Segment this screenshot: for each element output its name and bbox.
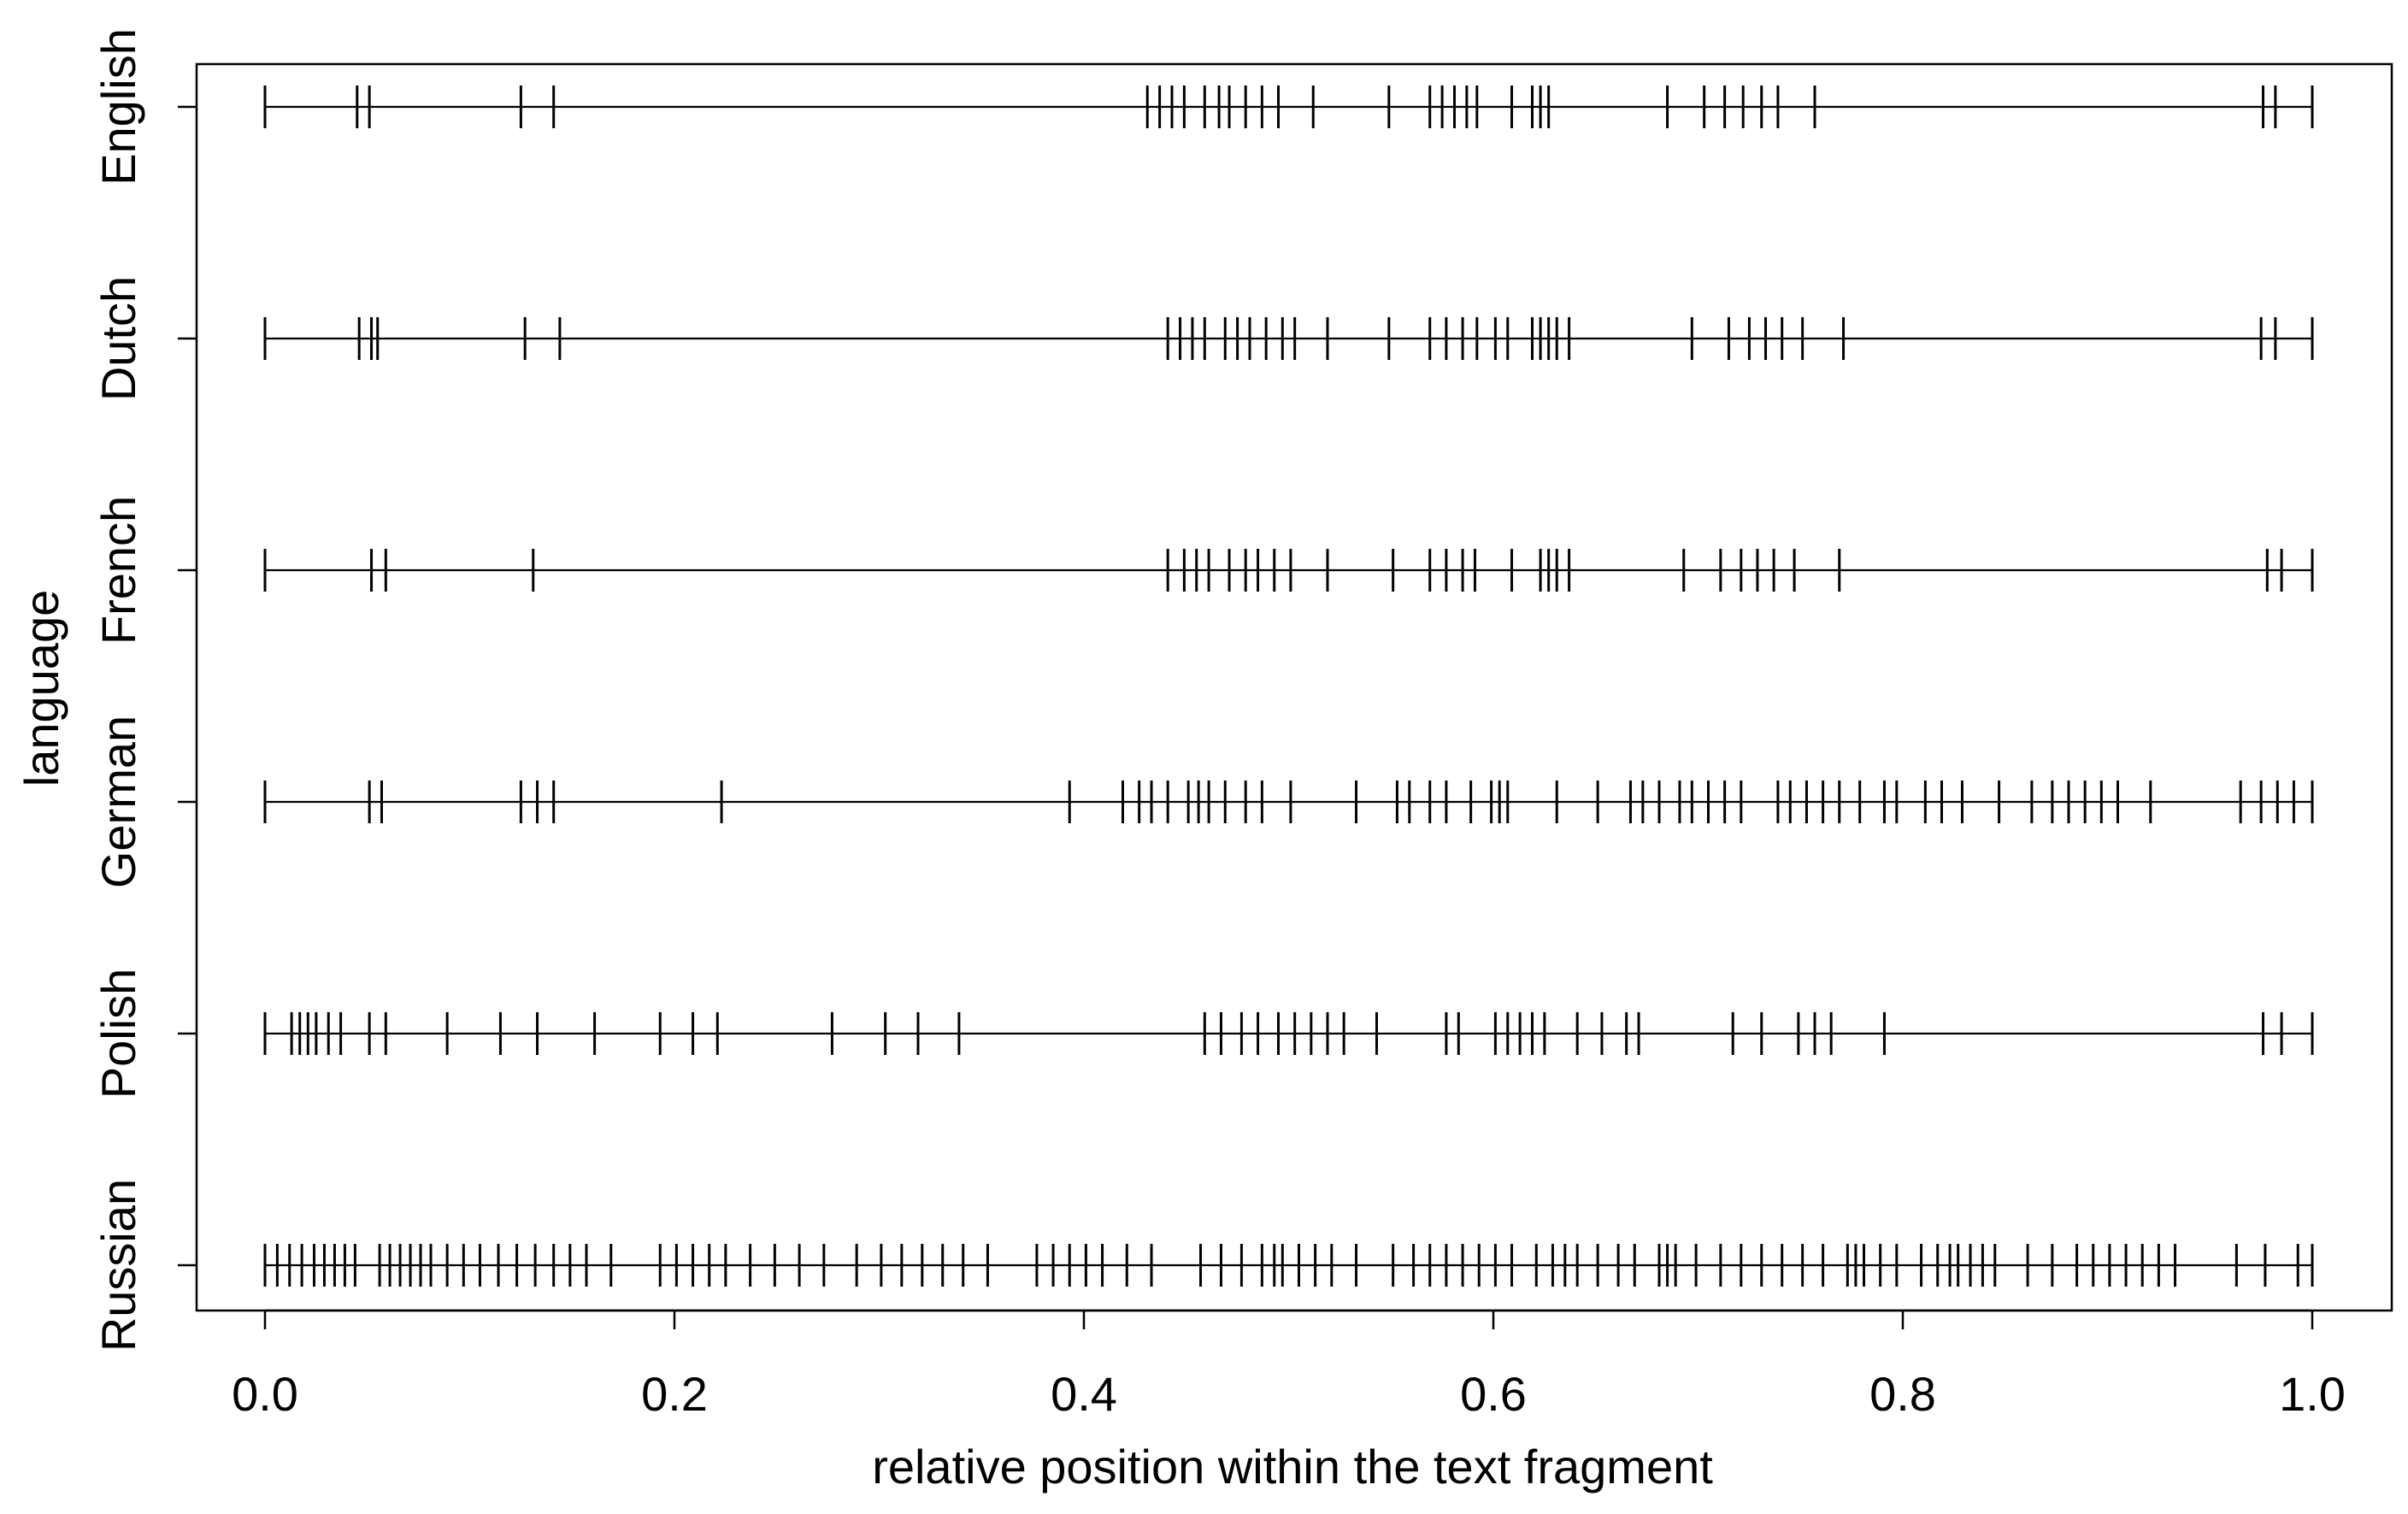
x-axis: 0.0 0.2 0.4 0.6 0.8 1.0	[232, 1309, 2346, 1421]
y-tick-label: English	[91, 28, 145, 186]
y-tick-label: Dutch	[91, 276, 145, 401]
y-axis-title: language	[15, 590, 68, 786]
y-tick-label: German	[91, 716, 145, 888]
series-french	[263, 549, 2314, 592]
x-tick-label: 0.2	[641, 1367, 708, 1421]
x-tick-label: 0.8	[1869, 1367, 1936, 1421]
x-tick-label: 0.6	[1460, 1367, 1527, 1421]
series-group	[263, 85, 2314, 1287]
x-axis-title: relative position within the text fragme…	[872, 1440, 1713, 1493]
series-dutch	[263, 317, 2314, 360]
y-tick-label: French	[91, 496, 145, 645]
series-russian	[263, 1244, 2314, 1287]
y-tick-label: Russian	[91, 1179, 145, 1352]
y-tick-label: Polish	[91, 969, 145, 1099]
x-tick-label: 0.4	[1051, 1367, 1117, 1421]
series-english	[263, 85, 2314, 128]
y-axis: English Dutch French German Polish Russian	[91, 28, 197, 1352]
x-tick-label: 1.0	[2279, 1367, 2346, 1421]
series-polish	[263, 1012, 2314, 1055]
x-tick-label: 0.0	[232, 1367, 298, 1421]
series-german	[263, 781, 2314, 823]
